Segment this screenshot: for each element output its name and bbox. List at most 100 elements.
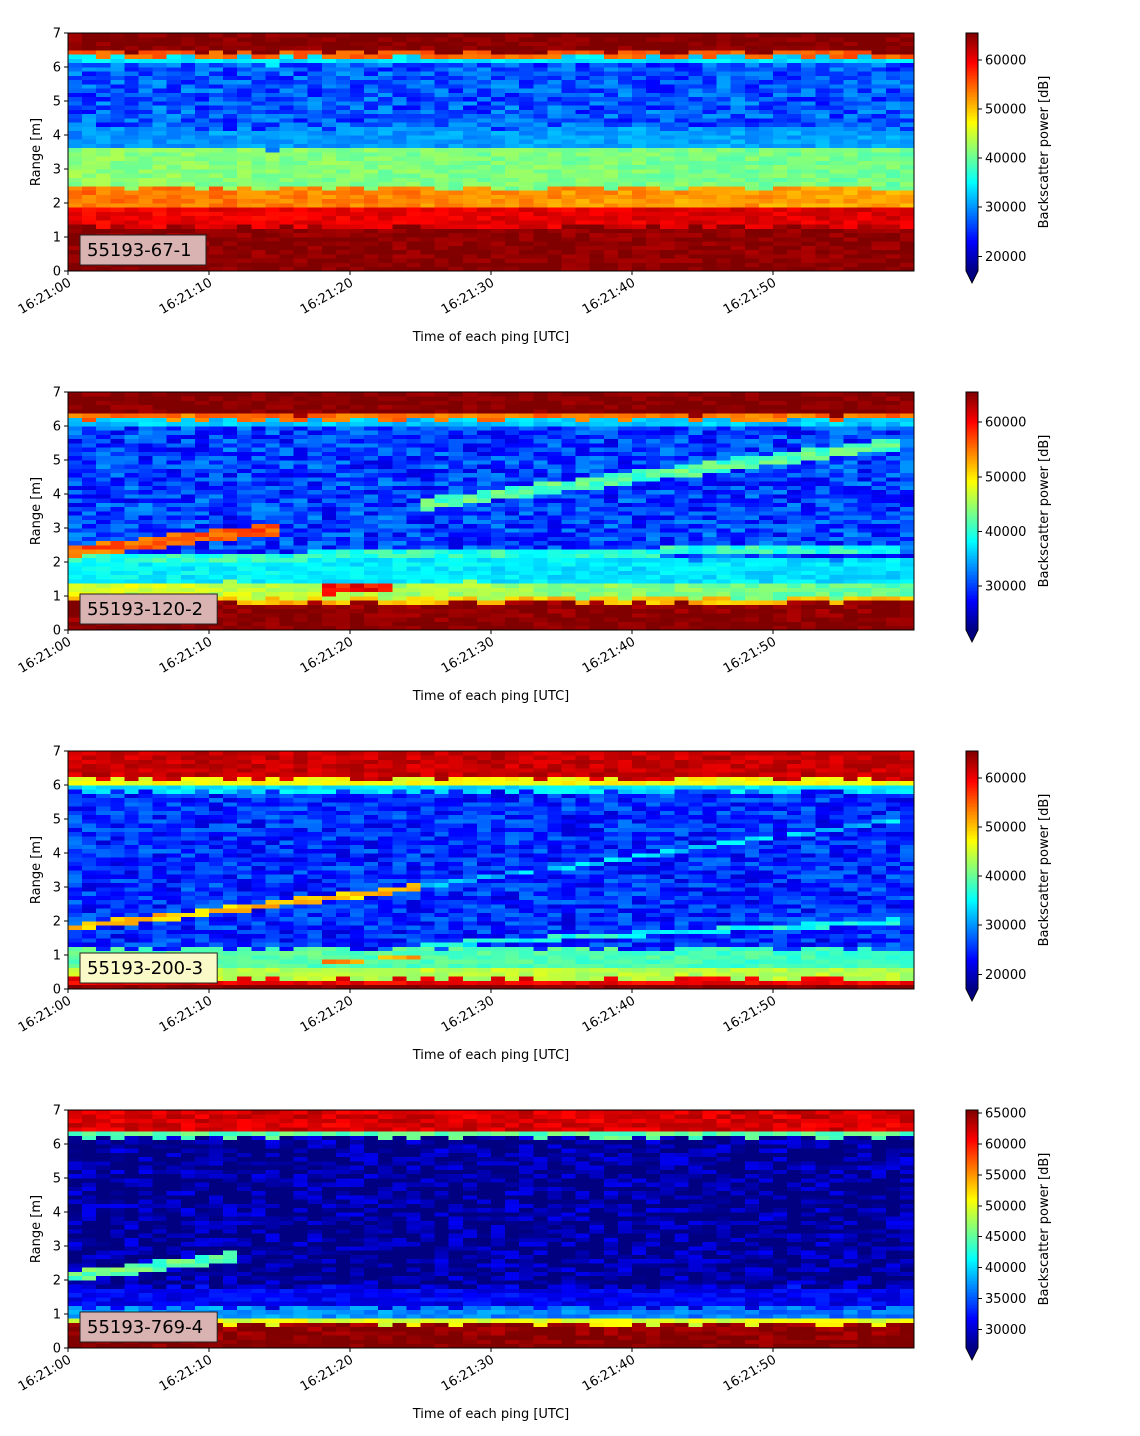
heatmap-cell (702, 109, 717, 115)
heatmap-cell (547, 62, 562, 68)
heatmap-cell (96, 409, 111, 414)
heatmap-cell (321, 194, 337, 200)
heatmap-cell (335, 506, 351, 512)
heatmap-cell (871, 198, 887, 204)
heatmap-cell (321, 621, 337, 627)
heatmap-cell (82, 62, 97, 68)
heatmap-cell (335, 540, 351, 546)
heatmap-cell (406, 396, 421, 401)
heatmap-cell (166, 164, 182, 170)
heatmap-cell (843, 33, 858, 38)
heatmap-cell (237, 498, 252, 503)
heatmap-cell (279, 409, 294, 414)
heatmap-cell (758, 152, 774, 157)
heatmap-cell (307, 400, 323, 406)
heatmap-cell (68, 596, 83, 601)
heatmap-cell (209, 625, 224, 631)
heatmap-cell (476, 126, 492, 132)
heatmap-cell (519, 258, 534, 263)
colorbar-segment (966, 92, 978, 95)
heatmap-cell (674, 198, 689, 204)
heatmap-cell (279, 266, 294, 272)
heatmap-cell (194, 574, 210, 580)
heatmap-cell (265, 570, 280, 576)
heatmap-cell (265, 186, 280, 191)
heatmap-cell (420, 198, 435, 204)
heatmap-cell (617, 156, 633, 161)
heatmap-cell (223, 194, 238, 200)
heatmap-cell (885, 237, 901, 242)
heatmap-cell (124, 549, 139, 554)
heatmap-cell (335, 557, 351, 563)
heatmap-cell (223, 139, 238, 144)
heatmap-cell (68, 198, 83, 204)
heatmap-cell (899, 45, 915, 51)
heatmap-cell (110, 587, 125, 593)
heatmap-cell (533, 105, 548, 110)
heatmap-cell (378, 160, 393, 166)
heatmap-cell (533, 152, 548, 157)
heatmap-cell (307, 417, 323, 423)
heatmap-cell (632, 186, 647, 191)
heatmap-cell (378, 455, 393, 461)
heatmap-cell (448, 266, 464, 272)
heatmap-cell (787, 203, 802, 208)
heatmap-cell (378, 566, 393, 571)
heatmap-cell (899, 135, 915, 140)
heatmap-cell (152, 215, 168, 221)
heatmap-cell (251, 430, 266, 435)
heatmap-cell (519, 92, 534, 98)
heatmap-cell (138, 549, 153, 554)
heatmap-cell (744, 186, 760, 191)
heatmap-cell (82, 54, 97, 59)
heatmap-cell (138, 92, 153, 98)
heatmap-cell (237, 245, 252, 251)
heatmap-cell (632, 258, 647, 263)
heatmap-cell (406, 485, 421, 491)
heatmap-cell (350, 587, 365, 593)
heatmap-cell (857, 241, 873, 246)
heatmap-cell (730, 45, 746, 51)
heatmap-cell (420, 113, 435, 119)
heatmap-cell (434, 75, 450, 81)
heatmap-cell (575, 262, 591, 268)
heatmap-cell (533, 220, 548, 225)
heatmap-cell (307, 447, 323, 452)
heatmap-cell (815, 203, 830, 208)
heatmap-cell (702, 254, 717, 259)
heatmap-cell (885, 33, 901, 38)
heatmap-cell (491, 96, 506, 102)
heatmap-cell (688, 207, 703, 212)
heatmap-cell (96, 101, 111, 106)
heatmap-cell (293, 92, 309, 98)
heatmap-cell (152, 494, 168, 499)
heatmap-cell (744, 67, 760, 72)
heatmap-cell (364, 506, 379, 512)
heatmap-cell (364, 549, 379, 554)
heatmap-cell (209, 237, 224, 242)
heatmap-cell (406, 54, 421, 59)
heatmap-cell (406, 156, 421, 161)
colorbar-segment (966, 76, 978, 80)
heatmap-cell (871, 190, 887, 195)
heatmap-cell (251, 169, 266, 174)
heatmap-cell (364, 241, 379, 246)
heatmap-cell (730, 245, 746, 251)
heatmap-cell (843, 41, 858, 47)
heatmap-cell (138, 96, 153, 102)
heatmap-cell (716, 177, 732, 183)
heatmap-cell (194, 220, 210, 225)
heatmap-cell (716, 186, 732, 191)
heatmap-cell (152, 169, 168, 174)
heatmap-cell (209, 409, 224, 414)
heatmap-cell (660, 71, 675, 76)
heatmap-cell (124, 455, 139, 461)
heatmap-cell (871, 50, 887, 55)
heatmap-cell (491, 207, 506, 212)
heatmap-cell (899, 228, 915, 234)
heatmap-cell (138, 566, 153, 571)
heatmap-cell (124, 566, 139, 571)
heatmap-cell (166, 434, 182, 440)
heatmap-cell (68, 88, 83, 93)
heatmap-cell (688, 169, 703, 174)
